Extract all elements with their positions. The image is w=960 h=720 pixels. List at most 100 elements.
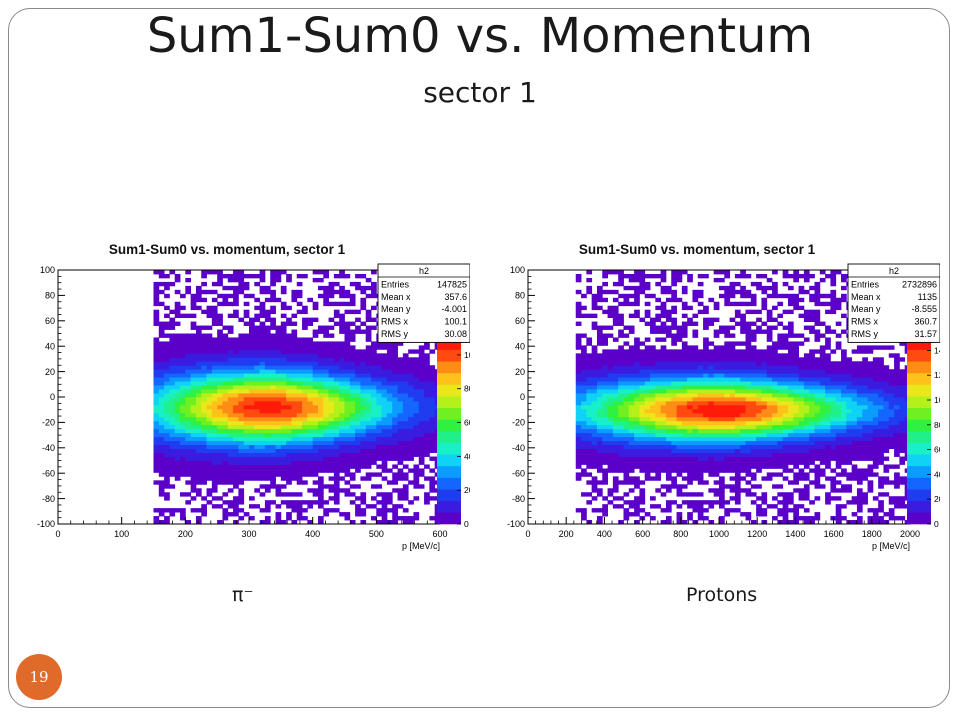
heatmap-cell [286, 436, 292, 442]
heatmap-cell [692, 452, 699, 457]
heatmap-cell [750, 373, 757, 378]
heatmap-cell [264, 365, 271, 370]
heatmap-cell [745, 456, 752, 461]
heatmap-cell [238, 500, 245, 505]
heatmap-cell [280, 428, 287, 434]
heatmap-cell [190, 313, 197, 319]
heatmap-cell [772, 270, 778, 275]
heatmap-cell [254, 385, 261, 390]
heatmap-cell [339, 468, 345, 473]
heatmap-cell [381, 385, 388, 390]
heatmap-cell [575, 369, 582, 374]
heatmap-cell [349, 464, 356, 469]
heatmap-cell [819, 456, 826, 461]
heatmap-cell [628, 424, 635, 430]
heatmap-cell [602, 270, 608, 275]
heatmap-cell [312, 301, 319, 307]
heatmap-cell [349, 301, 356, 307]
heatmap-cell [264, 373, 271, 378]
heatmap-cell [581, 460, 587, 465]
heatmap-cell [697, 424, 704, 430]
heatmap-cell [386, 416, 393, 422]
heatmap-cell [809, 440, 815, 446]
heatmap-cell [650, 353, 656, 358]
heatmap-cell [190, 428, 197, 434]
heatmap-cell [402, 472, 409, 477]
heatmap-cell [761, 444, 768, 449]
heatmap-cell [777, 500, 784, 505]
heatmap-cell [713, 468, 720, 473]
heatmap-cell [206, 325, 213, 330]
heatmap-cell [777, 428, 784, 434]
heatmap-cell [671, 309, 677, 315]
heatmap-cell [602, 436, 608, 442]
heatmap-cell [360, 373, 367, 378]
heatmap-cell [312, 436, 319, 442]
heatmap-cell [756, 484, 762, 489]
heatmap-cell [376, 341, 383, 346]
heatmap-cell [681, 381, 688, 386]
heatmap-cell [190, 480, 197, 485]
heatmap-cell [307, 361, 314, 366]
heatmap-cell [835, 420, 842, 426]
heatmap-cell [418, 345, 425, 350]
heatmap-cell [259, 424, 266, 430]
heatmap-cell [169, 460, 176, 465]
heatmap-cell [628, 400, 635, 406]
heatmap-cell [841, 404, 847, 410]
heatmap-cell [227, 444, 234, 449]
heatmap-cell [211, 460, 218, 465]
heatmap-cell [195, 424, 202, 430]
heatmap-cell [418, 444, 425, 449]
heatmap-cell [724, 273, 731, 279]
heatmap-cell [392, 408, 398, 414]
heatmap-cell [190, 325, 197, 330]
heatmap-cell [581, 353, 587, 358]
heatmap-cell [206, 270, 213, 275]
heatmap-cell [402, 520, 409, 525]
heatmap-cell [772, 464, 778, 469]
heatmap-cell [233, 313, 239, 319]
heatmap-cell [386, 349, 393, 354]
heatmap-cell [814, 293, 821, 299]
heatmap-cell [264, 333, 271, 338]
heatmap-cell [158, 404, 165, 410]
heatmap-cell [296, 468, 303, 473]
heatmap-cell [756, 393, 762, 398]
heatmap-cell [227, 349, 234, 354]
heatmap-cell [355, 452, 361, 457]
heatmap-cell [291, 329, 298, 334]
heatmap-cell [745, 436, 752, 442]
heatmap-cell [195, 464, 202, 469]
heatmap-cell [740, 321, 746, 326]
heatmap-cell [386, 432, 393, 438]
heatmap-cell [413, 349, 420, 354]
heatmap-cell [612, 349, 619, 354]
heatmap-cell [729, 377, 736, 382]
heatmap-cell [809, 408, 815, 414]
heatmap-cell [413, 397, 420, 402]
heatmap-cell [692, 428, 699, 434]
heatmap-cell [222, 273, 229, 279]
heatmap-cell [381, 404, 388, 410]
heatmap-cell [365, 460, 372, 465]
heatmap-cell [697, 361, 704, 366]
heatmap-cell [846, 488, 853, 493]
heatmap-cell [596, 325, 603, 330]
heatmap-cell [249, 349, 255, 354]
heatmap-cell [164, 385, 170, 390]
heatmap-cell [424, 428, 430, 434]
heatmap-cell [628, 468, 635, 473]
heatmap-cell [803, 496, 810, 501]
heatmap-cell [756, 353, 762, 358]
heatmap-cell [766, 420, 773, 426]
heatmap-cell [217, 293, 223, 299]
heatmap-cell [238, 508, 245, 513]
heatmap-cell [222, 412, 229, 418]
heatmap-cell [761, 329, 768, 334]
heatmap-cell [665, 468, 672, 473]
heatmap-cell [634, 381, 640, 386]
heatmap-cell [227, 345, 234, 350]
heatmap-cell [745, 321, 752, 326]
heatmap-cell [607, 385, 614, 390]
